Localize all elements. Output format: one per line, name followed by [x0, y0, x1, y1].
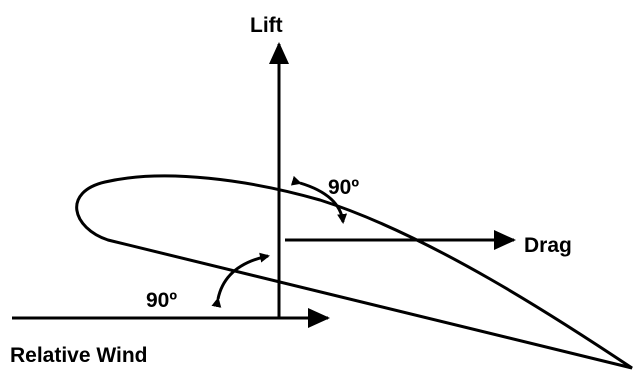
- airfoil: [77, 176, 632, 368]
- diagram: Lift Drag Relative Wind 90º 90º: [0, 0, 638, 379]
- lift-label: Lift: [250, 14, 283, 37]
- angle-label: 90º: [146, 289, 177, 312]
- angle-label: 90º: [328, 176, 359, 199]
- relative-wind-label: Relative Wind: [10, 344, 148, 367]
- drag-label: Drag: [524, 234, 572, 257]
